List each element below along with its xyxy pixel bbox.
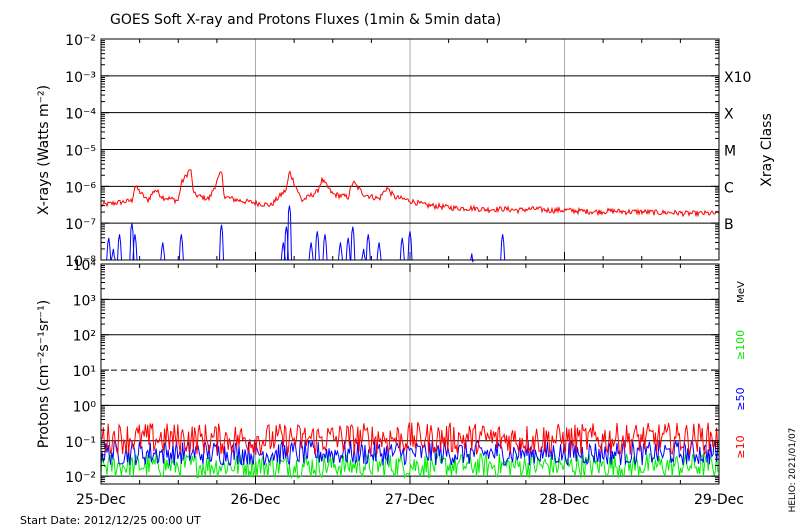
x-tick-label: 28-Dec: [540, 492, 590, 508]
protons-tick-label: 10⁻²: [65, 470, 96, 486]
protons-series-line-10: [100, 422, 719, 457]
xray-class-axis-title: Xray Class: [759, 113, 775, 187]
xray-short-channel-spike: [345, 237, 351, 261]
xray-short-channel-spike: [117, 234, 123, 261]
protons-panel: 10⁻² 10⁻¹ 10⁰ 10¹ 10² 10³ 10⁴ Protons (cm⁻²s⁻¹…: [36, 258, 747, 486]
xray-short-channel-spike: [322, 234, 328, 261]
xray-class-label-x: X: [724, 107, 734, 123]
xray-tick-label: 10⁻⁷: [65, 217, 96, 233]
xray-short-channel-spike: [361, 248, 367, 261]
xray-tick-label: 10⁻²: [65, 33, 96, 49]
protons-grid: [101, 264, 719, 484]
x-tick-label: 27-Dec: [385, 492, 435, 508]
protons-tick-label: 10⁻¹: [65, 435, 96, 451]
protons-legend-50: ≥50: [734, 387, 747, 410]
protons-tick-label: 10⁰: [73, 399, 97, 415]
xray-short-channel-spike: [286, 205, 292, 261]
start-date: Start Date: 2012/12/25 00:00 UT: [20, 514, 201, 527]
xray-class-label-m: M: [724, 144, 736, 160]
xray-short-channel-spike: [160, 242, 166, 261]
protons-legend: ≥10 ≥50 ≥100: [734, 330, 747, 459]
xray-short-channel-spike: [337, 242, 343, 261]
xray-tick-label: 10⁻³: [65, 70, 96, 86]
xray-tick-label: 10⁻⁴: [65, 107, 96, 123]
xray-short-channel-spike: [132, 234, 138, 261]
xray-short-channel-spike: [314, 231, 320, 261]
xray-class-label-b: B: [724, 217, 734, 233]
protons-tick-label: 10⁴: [73, 258, 97, 274]
x-axis-ticks: 25-Dec 26-Dec 27-Dec 28-Dec 29-Dec: [76, 39, 744, 508]
xray-long-channel-line: [100, 169, 720, 218]
xray-y-ticks: 10⁻⁸ 10⁻⁷ 10⁻⁶ 10⁻⁵ 10⁻⁴ 10⁻³ 10⁻²: [65, 33, 719, 270]
xray-short-channel-spike: [219, 224, 225, 261]
xray-y-axis-label: X-rays (Watts m⁻²): [36, 85, 52, 215]
xray-panel: 10⁻⁸ 10⁻⁷ 10⁻⁶ 10⁻⁵ 10⁻⁴ 10⁻³ 10⁻² B C M X X10 X-r…: [36, 33, 775, 270]
protons-legend-100: ≥100: [734, 330, 747, 360]
xray-class-label-c: C: [724, 180, 734, 196]
xray-short-channel-spike: [399, 237, 405, 261]
protons-unit-label: MeV: [736, 281, 747, 303]
protons-tick-label: 10¹: [73, 364, 96, 380]
protons-legend-10: ≥10: [734, 435, 747, 458]
xray-short-channel-spike: [407, 231, 413, 261]
xray-short-channel-spike: [365, 234, 371, 261]
xray-short-channel-spike: [500, 234, 506, 261]
xray-short-channel-spike: [376, 242, 382, 261]
helio-credit: HELIO: 2021/01/07: [788, 428, 798, 513]
protons-tick-label: 10²: [73, 329, 96, 345]
x-tick-label: 29-Dec: [694, 492, 744, 508]
x-tick-label: 25-Dec: [76, 492, 126, 508]
protons-y-axis-label: Protons (cm⁻²s⁻¹sr⁻¹): [36, 300, 52, 449]
xray-short-channel-spike: [110, 248, 116, 261]
protons-series-line-100: [100, 452, 719, 480]
xray-short-channel-spike: [106, 237, 112, 261]
xray-grid: [101, 39, 719, 260]
protons-tick-label: 10³: [73, 293, 96, 309]
xray-short-channel-spike: [129, 223, 135, 261]
x-tick-label: 26-Dec: [231, 492, 281, 508]
xray-short-channel-spike: [350, 226, 356, 261]
xray-short-channel-spike: [308, 242, 314, 261]
protons-y-ticks: 10⁻² 10⁻¹ 10⁰ 10¹ 10² 10³ 10⁴: [65, 258, 719, 486]
xray-class-label-x10: X10: [724, 70, 751, 86]
xray-tick-label: 10⁻⁸: [65, 254, 96, 270]
xray-tick-label: 10⁻⁶: [65, 180, 96, 196]
chart-title: GOES Soft X-ray and Protons Fluxes (1min…: [110, 12, 501, 28]
xray-series: [100, 169, 720, 263]
xray-class-labels: B C M X X10: [724, 70, 751, 233]
protons-series: [100, 422, 719, 480]
xray-tick-label: 10⁻⁵: [65, 144, 96, 160]
xray-short-channel-spike: [178, 234, 184, 261]
